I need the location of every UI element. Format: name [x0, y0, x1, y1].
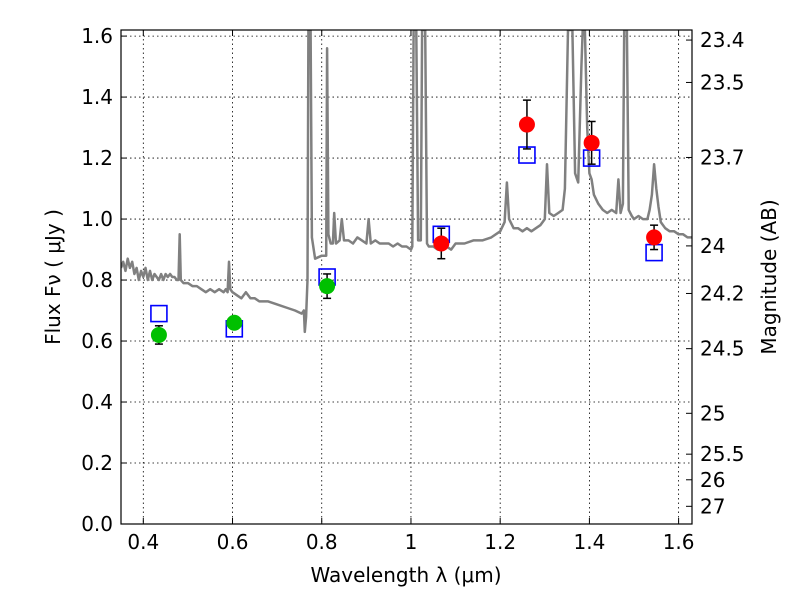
grid: [121, 30, 692, 525]
x-tick-label: 0.6: [217, 530, 249, 554]
right-tick-label: 23.5: [700, 70, 745, 94]
model-sed-layer: [121, 30, 692, 334]
y-tick-label: 1.6: [81, 24, 113, 48]
model-photometry-layer: [150, 146, 663, 338]
x-tick-label: 1.6: [663, 530, 695, 554]
y-tick-label: 0.0: [81, 512, 113, 536]
observed-point-green: [226, 314, 243, 331]
observed-point-green: [150, 326, 167, 343]
y-tick-label: 1.4: [81, 85, 113, 109]
tick-labels: 0.4 0.6 0.8 1 1.2 1.4 1.6 0.0 0.2 0.4 0.6 0.8 1.0 1.2…: [81, 24, 744, 554]
right-tick-label: 27: [700, 494, 725, 518]
x-tick-label: 1.2: [484, 530, 516, 554]
x-tick-label: 1.4: [573, 530, 605, 554]
observed-points-layer: [150, 99, 663, 345]
y-tick-label: 0.2: [81, 451, 113, 475]
y-tick-label: 1.0: [81, 207, 113, 231]
y-axis-title: Flux Fν ( μJy ): [41, 209, 65, 345]
observed-point-red: [433, 235, 450, 252]
right-tick-label: 24.2: [700, 281, 745, 305]
right-tick-label: 23.4: [700, 28, 745, 52]
y-tick-label: 0.8: [81, 268, 113, 292]
right-tick-label: 26: [700, 468, 725, 492]
axis-ticks: [121, 30, 692, 525]
right-tick-label: 25: [700, 401, 725, 425]
right-tick-label: 24: [700, 234, 725, 258]
observed-point-green: [319, 278, 336, 295]
x-axis-title: Wavelength λ (μm): [310, 563, 501, 587]
y-tick-label: 1.2: [81, 146, 113, 170]
x-tick-label: 0.4: [127, 530, 159, 554]
observed-point-red: [646, 229, 663, 246]
model-sed-line: [121, 30, 692, 334]
observed-point-red: [583, 134, 600, 151]
right-axis-title: Magnitude (AB): [757, 199, 781, 354]
y-tick-label: 0.4: [81, 390, 113, 414]
model-photometry-square: [150, 304, 168, 323]
x-tick-label: 0.8: [306, 530, 338, 554]
right-tick-label: 25.5: [700, 442, 745, 466]
right-tick-label: 23.7: [700, 145, 745, 169]
y-tick-label: 0.6: [81, 329, 113, 353]
observed-point-red: [518, 116, 535, 133]
right-tick-label: 24.5: [700, 337, 745, 361]
plot-frame: [120, 29, 693, 525]
x-tick-label: 1: [405, 530, 418, 554]
